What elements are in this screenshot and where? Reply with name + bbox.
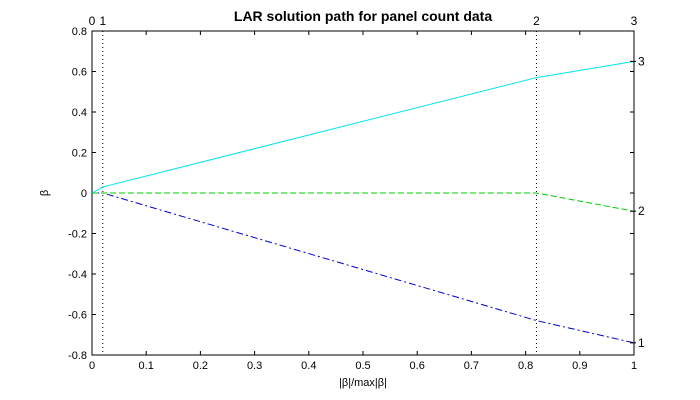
series-line-2 (92, 192, 635, 212)
y-tick-label: -0.2 (68, 229, 87, 241)
x-axis-ticks: 0 0.1 0.2 0.3 0.4 0.5 0.6 0.7 0.8 0.9 1 (89, 31, 637, 372)
series-end-labels: 1 2 3 (630, 54, 645, 350)
series-line-3 (91, 60, 635, 194)
x-tick-label: 0.1 (139, 360, 154, 372)
series-end-label: 2 (638, 204, 645, 218)
step-label: 0 (89, 14, 96, 28)
x-tick-label: 0.2 (193, 360, 208, 372)
y-tick-label: -0.6 (68, 310, 87, 322)
x-tick-label: 1 (631, 360, 637, 372)
series-line-1 (92, 192, 635, 344)
x-tick-label: 0.6 (410, 360, 425, 372)
x-tick-label: 0 (89, 360, 95, 372)
y-tick-label: 0 (81, 188, 87, 200)
y-axis-ticks: -0.8 -0.6 -0.4 -0.2 0 0.2 0.4 0.6 0.8 (68, 26, 634, 362)
x-tick-label: 0.3 (247, 360, 262, 372)
step-label: 1 (99, 14, 106, 28)
x-axis-label: |β|/max|β| (339, 377, 387, 389)
step-label: 2 (533, 14, 540, 28)
y-tick-label: -0.8 (68, 350, 87, 362)
y-tick-label: 0.6 (72, 67, 87, 79)
x-tick-label: 0.7 (464, 360, 479, 372)
x-tick-label: 0.9 (572, 360, 587, 372)
x-tick-label: 0.5 (355, 360, 370, 372)
chart-title: LAR solution path for panel count data (234, 8, 492, 24)
series-end-label: 1 (638, 336, 645, 350)
series-end-label: 3 (638, 54, 645, 68)
y-tick-label: 0.4 (72, 107, 87, 119)
x-tick-label: 0.4 (301, 360, 316, 372)
y-tick-label: 0.8 (72, 26, 87, 38)
y-tick-label: -0.4 (68, 269, 87, 281)
step-label: 3 (631, 14, 638, 28)
series-lines (91, 60, 635, 344)
x-tick-label: 0.8 (518, 360, 533, 372)
y-axis-label: β (39, 190, 51, 196)
y-tick-label: 0.2 (72, 148, 87, 160)
